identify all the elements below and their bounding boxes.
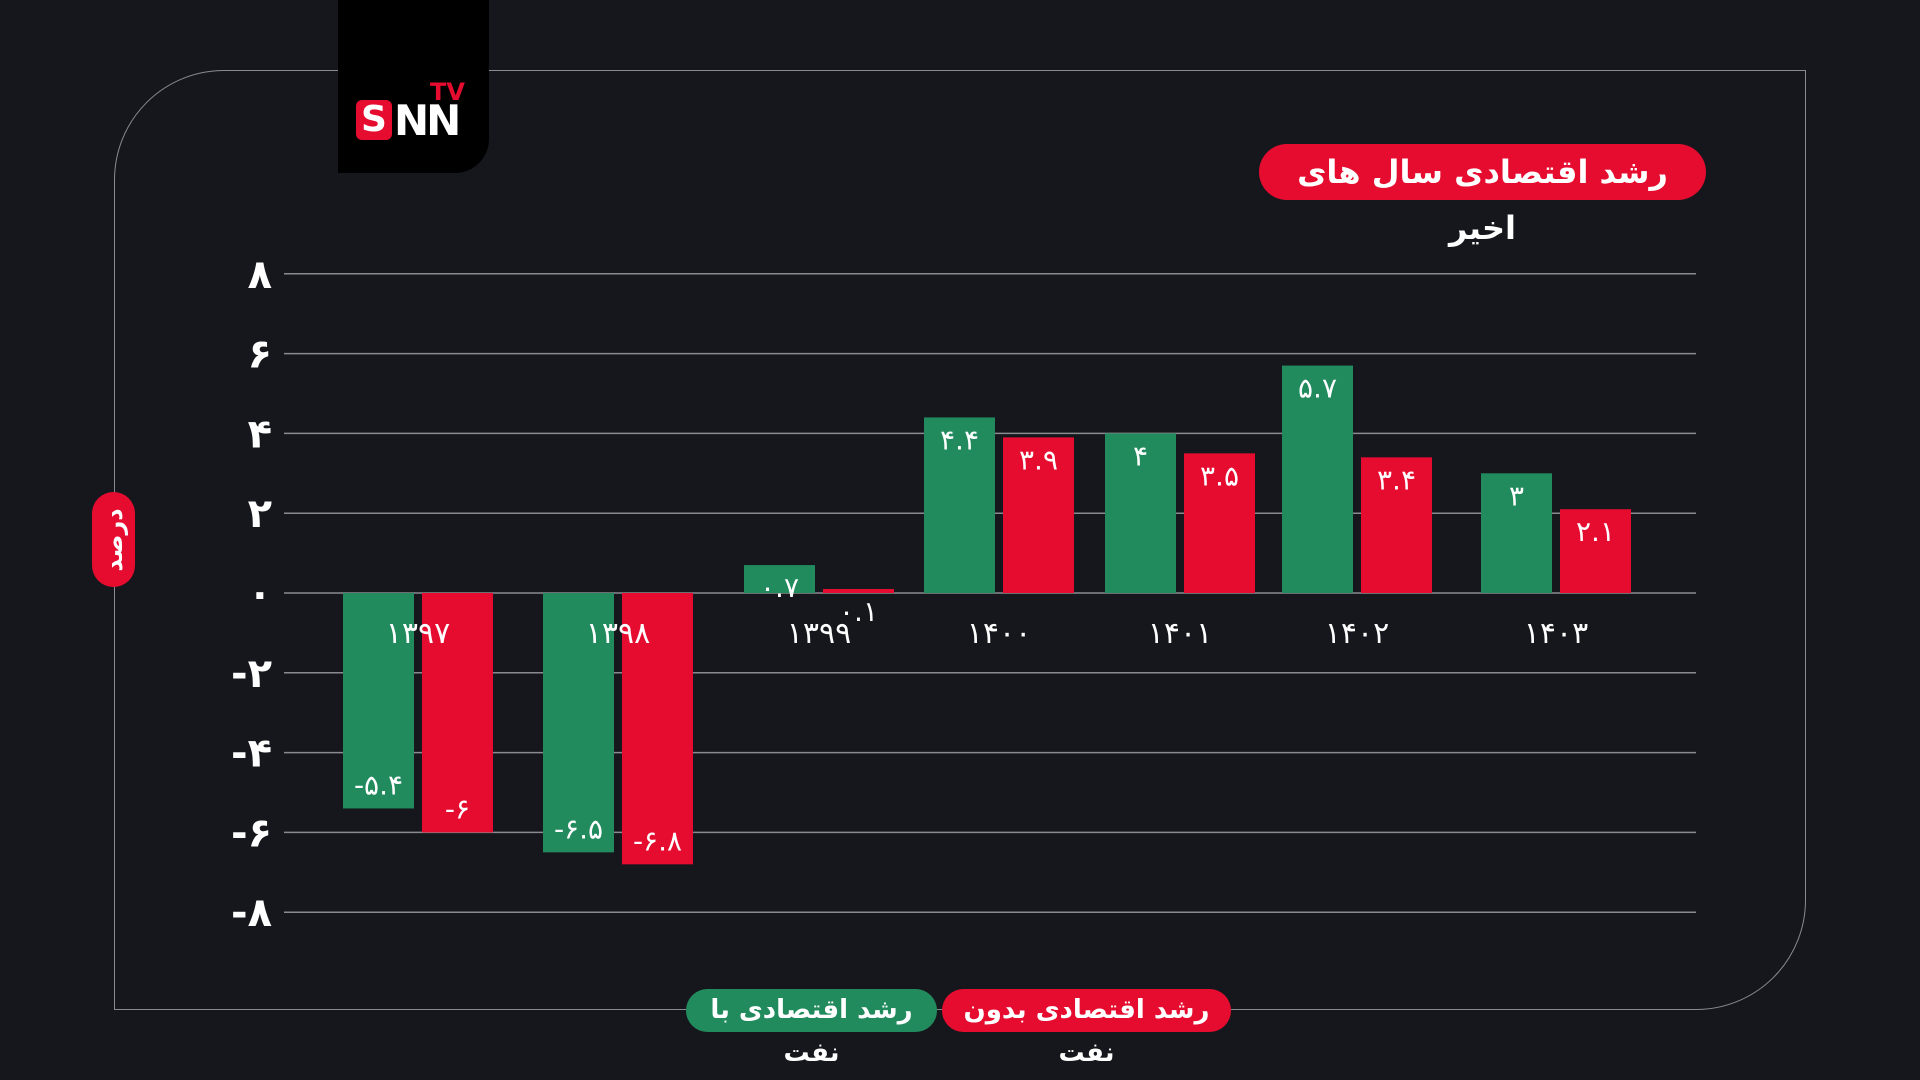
legend-with-oil-label: رشد اقتصادی با نفت	[710, 995, 913, 1068]
y-tick-label: ۸	[248, 252, 272, 298]
x-tick-label: ۱۴۰۳	[1524, 616, 1588, 651]
data-label: ۴.۴	[940, 423, 979, 456]
snn-tv-logo: S NN TV	[338, 0, 489, 173]
logo-tv: TV	[430, 78, 465, 106]
logo-nn: NN	[394, 96, 461, 145]
y-tick-label: ۰	[248, 571, 272, 617]
bar	[1282, 365, 1353, 593]
y-tick-label: ۶	[248, 332, 272, 378]
data-label: -۶	[445, 792, 470, 825]
data-label: ۵.۷	[1298, 372, 1337, 405]
y-tick-label: ۴	[248, 411, 272, 457]
logo-s: S	[356, 100, 392, 140]
bar	[1105, 433, 1176, 593]
x-tick-label: ۱۳۹۷	[386, 616, 450, 651]
x-tick-label: ۱۳۹۹	[787, 616, 851, 651]
data-label: ۰.۱	[839, 595, 878, 628]
legend-without-oil-label: رشد اقتصادی بدون نفت	[963, 995, 1210, 1068]
chart-title: رشد اقتصادی سال های اخیر	[1259, 144, 1706, 247]
bar	[1560, 509, 1631, 593]
data-label: ۴	[1133, 439, 1148, 472]
data-label: -۶.۵	[554, 812, 603, 845]
bar	[543, 593, 614, 853]
data-label: ۳.۴	[1377, 463, 1416, 496]
y-tick-label: -۲	[231, 651, 272, 697]
y-axis-label-pill: درصد	[92, 492, 135, 587]
y-tick-label: -۶	[231, 810, 272, 856]
bar	[1481, 473, 1552, 593]
legend-without-oil: رشد اقتصادی بدون نفت	[942, 989, 1231, 1068]
x-tick-label: ۱۴۰۰	[967, 616, 1031, 651]
x-tick-label: ۱۴۰۱	[1148, 616, 1212, 651]
y-tick-label: -۴	[231, 731, 272, 777]
data-label: ۳.۵	[1200, 459, 1239, 492]
data-label: ۰.۷	[760, 571, 799, 604]
data-label: -۵.۴	[354, 768, 403, 801]
data-label: ۳.۹	[1019, 443, 1058, 476]
bar	[1184, 453, 1255, 593]
data-label: ۳	[1509, 479, 1524, 512]
bar	[823, 589, 894, 593]
bar	[1361, 457, 1432, 593]
x-tick-label: ۱۴۰۲	[1325, 616, 1389, 651]
bar	[1003, 437, 1074, 593]
bar	[744, 565, 815, 593]
y-tick-label: ۲	[248, 491, 272, 537]
data-label: -۶.۸	[633, 824, 682, 857]
bar	[422, 593, 493, 833]
bar	[622, 593, 693, 865]
legend-with-oil: رشد اقتصادی با نفت	[686, 989, 937, 1068]
data-label: ۲.۱	[1576, 515, 1615, 548]
bar	[924, 417, 995, 593]
bar	[343, 593, 414, 809]
x-tick-label: ۱۳۹۸	[586, 616, 650, 651]
y-tick-label: -۸	[231, 890, 272, 936]
